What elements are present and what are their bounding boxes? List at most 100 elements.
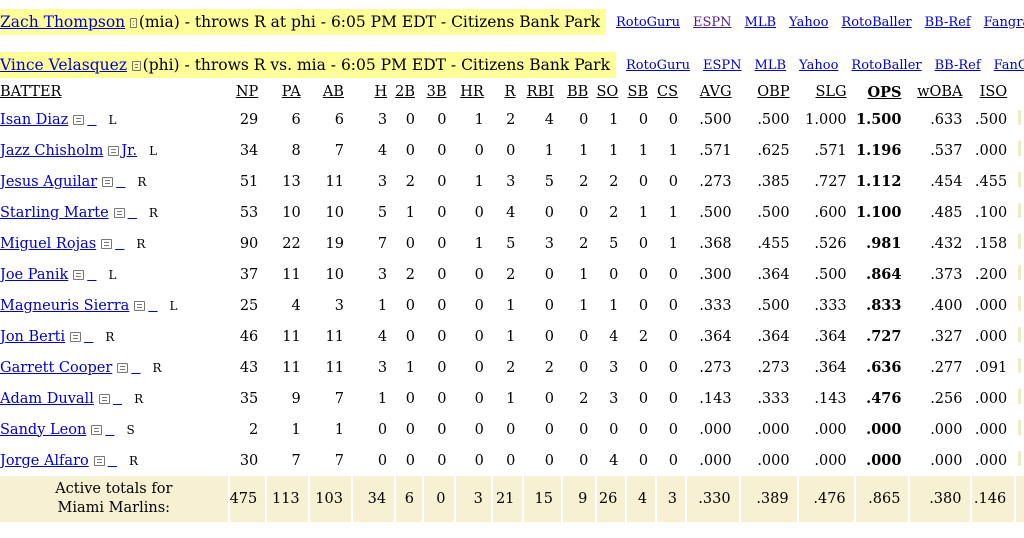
note-icon[interactable] — [113, 207, 125, 218]
link-espn[interactable]: ESPN — [693, 14, 732, 30]
column-header-woba[interactable]: wOBA — [917, 84, 963, 100]
link-rotoballer[interactable]: RotoBaller — [851, 57, 922, 73]
column-header-bb[interactable]: BB — [567, 84, 589, 100]
column-header-obp[interactable]: OBP — [757, 84, 790, 100]
total-ops: .865 — [853, 476, 910, 522]
note-underline[interactable] — [131, 360, 140, 376]
note-underline[interactable] — [105, 422, 114, 438]
batter-link[interactable]: Jon Berti — [0, 328, 66, 345]
stat-rbi: 0 — [544, 452, 554, 469]
note-icon[interactable] — [73, 114, 85, 125]
stat-np: 35 — [239, 390, 259, 407]
column-header-slg[interactable]: SLG — [815, 84, 847, 100]
stat-cs: 0 — [668, 452, 679, 469]
column-header-batter[interactable]: BATTER — [0, 84, 62, 100]
note-icon[interactable] — [130, 18, 137, 28]
note-icon[interactable] — [101, 238, 113, 249]
batter-link[interactable]: Miguel Rojas — [0, 235, 97, 252]
column-header-ab[interactable]: AB — [322, 84, 344, 100]
batter-link[interactable]: Jorge Alfaro — [0, 452, 89, 469]
link-rotoguru[interactable]: RotoGuru — [616, 14, 681, 30]
link-fangraphs[interactable]: Fangraphs — [983, 14, 1024, 30]
batter-link[interactable]: Adam Duvall — [0, 390, 94, 407]
column-header-ops[interactable]: OPS — [867, 83, 902, 101]
note-underline[interactable] — [108, 453, 117, 469]
batter-hand: S — [126, 422, 135, 437]
column-header-cs[interactable]: CS — [656, 84, 679, 100]
column-header-sb[interactable]: SB — [627, 84, 649, 100]
link-bbref[interactable]: BB-Ref — [934, 57, 981, 73]
column-header-3b[interactable]: 3B — [426, 84, 447, 100]
note-icon[interactable] — [134, 300, 146, 311]
batter-link[interactable]: Garrett Cooper — [0, 359, 113, 376]
note-icon[interactable] — [91, 424, 103, 435]
column-header-rbi[interactable]: RBI — [526, 84, 554, 100]
note-underline[interactable] — [115, 236, 124, 252]
totals-label-line1: Active totals for — [55, 481, 173, 497]
stat-cs: 1 — [668, 235, 679, 252]
batter-link[interactable]: Starling Marte — [0, 204, 109, 221]
total-2b: 6 — [394, 476, 423, 522]
link-espn[interactable]: ESPN — [703, 57, 742, 73]
note-icon[interactable] — [108, 145, 120, 156]
note-icon[interactable] — [102, 176, 114, 187]
note-icon[interactable] — [117, 362, 129, 373]
column-header-h[interactable]: H — [374, 84, 388, 100]
link-rotoguru[interactable]: RotoGuru — [626, 57, 691, 73]
pitcher-link[interactable]: Zach Thompson — [0, 13, 126, 31]
note-underline[interactable] — [87, 112, 96, 128]
column-header-np[interactable]: NP — [235, 84, 259, 100]
batter-link[interactable]: Joe Panik — [0, 266, 69, 283]
batter-link[interactable]: Isan Diaz — [0, 111, 69, 128]
stat-avg: .368 — [699, 235, 732, 252]
note-icon[interactable] — [73, 269, 85, 280]
column-header-hr[interactable]: HR — [460, 84, 484, 100]
link-mlb[interactable]: MLB — [744, 14, 777, 30]
column-header-2b[interactable]: 2B — [395, 84, 415, 100]
link-rotoballer[interactable]: RotoBaller — [841, 14, 912, 30]
column-header-so[interactable]: SO — [596, 84, 619, 100]
pitcher-link[interactable]: Vince Velasquez — [0, 56, 127, 74]
link-fangraphs[interactable]: FanGraph — [993, 57, 1024, 73]
note-underline[interactable] — [128, 205, 137, 221]
column-header-r[interactable]: R — [504, 84, 516, 100]
column-header-pa[interactable]: PA — [281, 84, 301, 100]
batter-link[interactable]: Jazz Chisholm — [0, 142, 104, 159]
stat-so: 0 — [609, 266, 619, 283]
note-icon[interactable] — [98, 393, 110, 404]
stat-avg: .300 — [699, 266, 732, 283]
batter-suffix-link[interactable]: Jr. — [121, 142, 138, 159]
stat-pa: 13 — [282, 173, 301, 190]
stat-r: 0 — [506, 452, 516, 469]
column-header-avg[interactable]: AVG — [699, 84, 732, 100]
note-underline[interactable] — [116, 174, 125, 190]
stat-woba: .000 — [930, 452, 963, 469]
column-header-iso[interactable]: ISO — [979, 84, 1008, 100]
note-icon[interactable] — [70, 331, 82, 342]
note-icon[interactable] — [131, 61, 141, 71]
stat-sb: 2 — [638, 328, 649, 345]
link-yahoo[interactable]: Yahoo — [789, 14, 829, 30]
stat-2b: 1 — [405, 204, 415, 221]
note-icon[interactable] — [93, 455, 105, 466]
stat-avg: .333 — [699, 297, 732, 314]
note-underline[interactable] — [87, 267, 96, 283]
batter-link[interactable]: Jesus Aguilar — [0, 173, 98, 190]
batter-link[interactable]: Sandy Leon — [0, 421, 87, 438]
stat-woba: .256 — [930, 390, 963, 407]
link-yahoo[interactable]: Yahoo — [799, 57, 839, 73]
stat-ab: 11 — [325, 173, 344, 190]
stat-ab: 7 — [334, 390, 344, 407]
stat-r: 1 — [506, 328, 516, 345]
stat-iso: .000 — [974, 297, 1008, 314]
note-underline[interactable] — [84, 329, 93, 345]
stat-woba: .373 — [930, 266, 963, 283]
stat-ops: .727 — [866, 328, 902, 345]
note-underline[interactable] — [148, 298, 157, 314]
link-mlb[interactable]: MLB — [754, 57, 787, 73]
batter-link[interactable]: Magneuris Sierra — [0, 297, 130, 314]
note-underline[interactable] — [113, 391, 122, 407]
stat-avg: .500 — [699, 111, 732, 128]
link-bbref[interactable]: BB-Ref — [924, 14, 971, 30]
stat-ops: 1.100 — [856, 204, 902, 221]
